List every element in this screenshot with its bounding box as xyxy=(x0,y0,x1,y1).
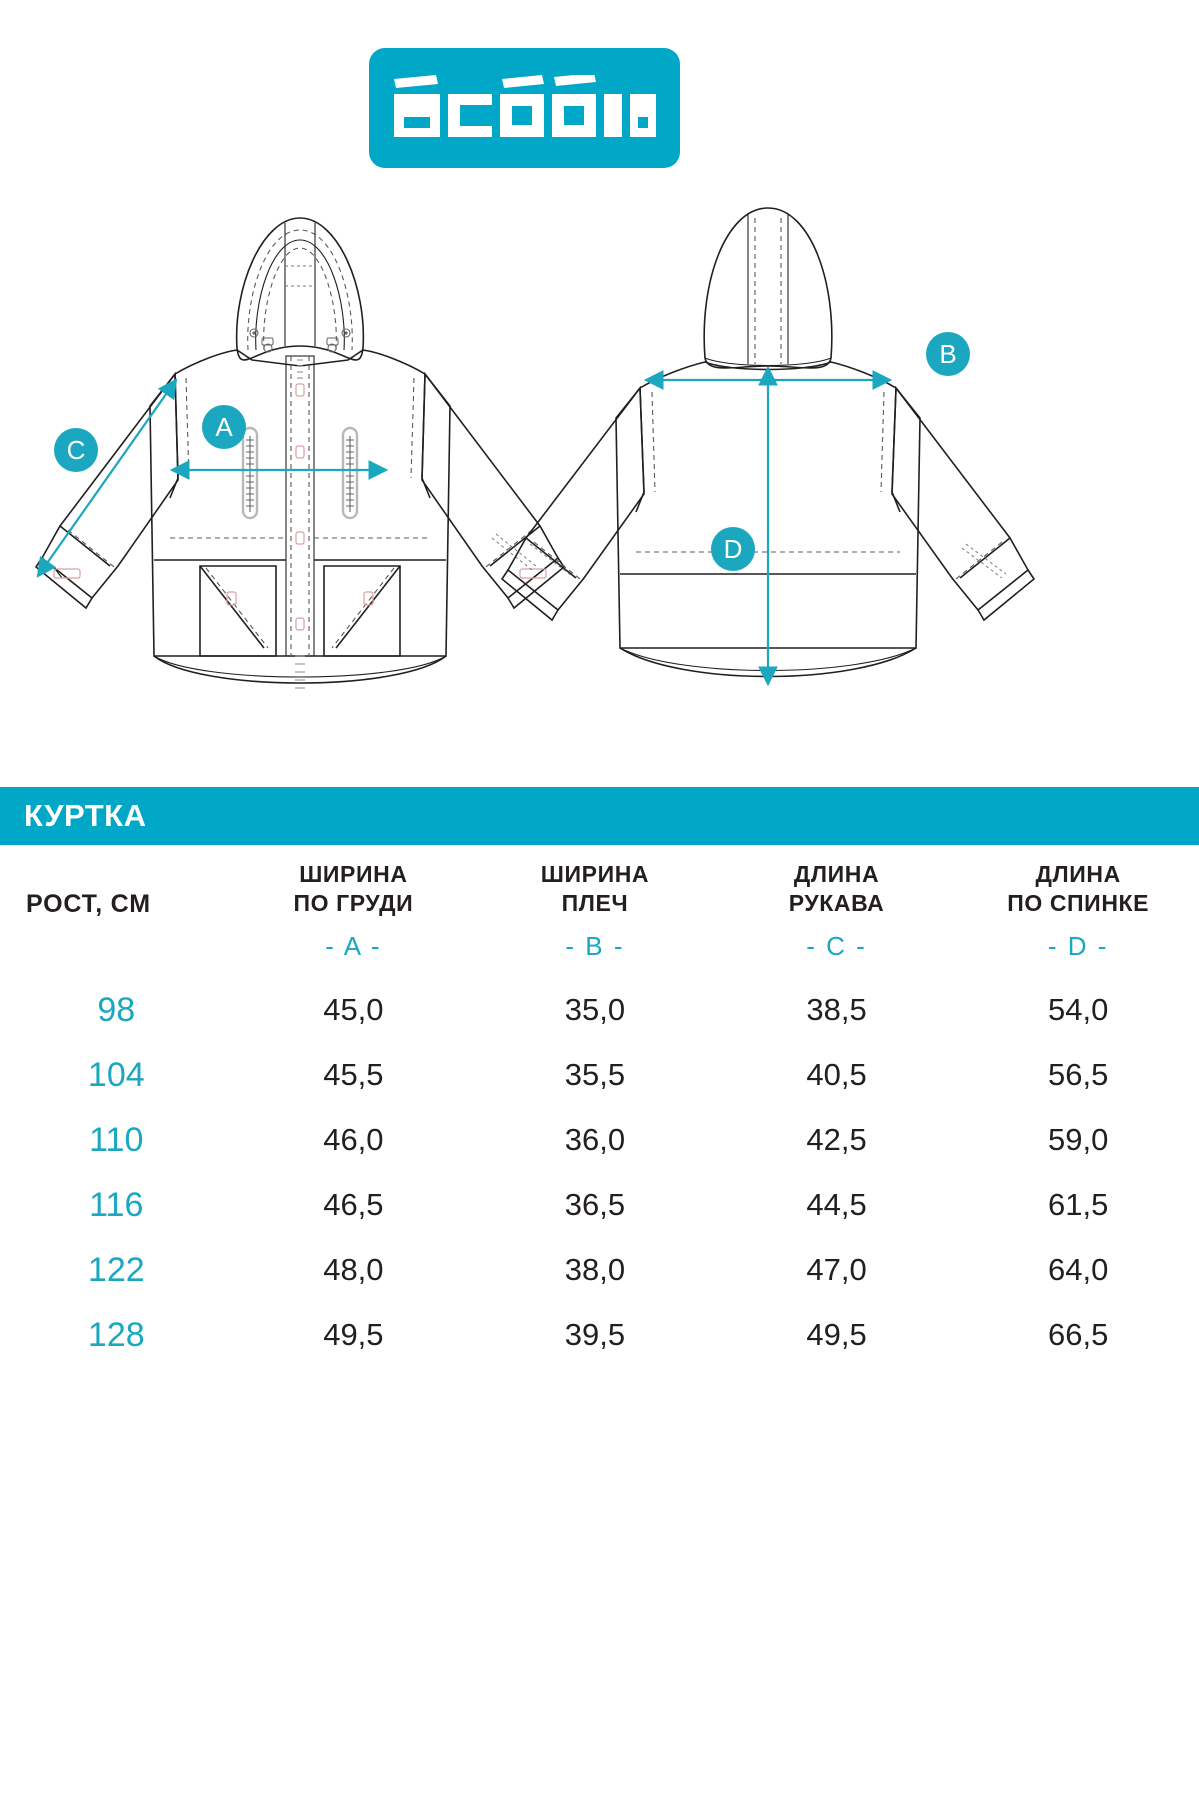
cell-size: 104 xyxy=(87,1055,145,1094)
column-header-size-label: РОСТ, СМ xyxy=(26,889,151,918)
table-body: 98 45,0 35,0 38,5 54,0 104 45,5 35,5 40,… xyxy=(0,978,1199,1368)
table-row: 98 45,0 35,0 38,5 54,0 xyxy=(0,978,1199,1043)
cell-back: 61,5 xyxy=(1048,1187,1109,1223)
technical-drawings-svg: .ln { fill:none; stroke:#231f20; stroke-… xyxy=(34,207,1036,689)
cell-sleeve: 38,5 xyxy=(806,992,867,1028)
cell-back: 66,5 xyxy=(1048,1317,1109,1353)
cell-chest: 45,0 xyxy=(323,992,384,1028)
column-header-sleeve-line1: ДЛИНА xyxy=(793,861,880,887)
svg-text:C: C xyxy=(67,435,86,465)
cell-sleeve: 47,0 xyxy=(806,1252,867,1288)
cell-back: 54,0 xyxy=(1048,992,1109,1028)
table-letter-row: - A - - B - - C - - D - xyxy=(0,923,1199,978)
letter-cell-c: - C - xyxy=(806,930,867,961)
svg-text:D: D xyxy=(724,534,743,564)
jacket-front-view: A C xyxy=(34,217,566,689)
column-header-sleeve-line2: РУКАВА xyxy=(788,890,885,917)
jacket-back-view: B D xyxy=(500,207,1036,687)
table-row: 104 45,5 35,5 40,5 56,5 xyxy=(0,1043,1199,1108)
table-row: 110 46,0 36,0 42,5 59,0 xyxy=(0,1108,1199,1173)
cell-sleeve: 40,5 xyxy=(806,1057,867,1093)
cell-size: 122 xyxy=(87,1250,145,1289)
cell-shoulder: 36,5 xyxy=(564,1187,626,1223)
cell-size: 128 xyxy=(87,1315,145,1354)
column-header-sleeve: ДЛИНА РУКАВА xyxy=(716,860,958,923)
letter-cell-d: - D - xyxy=(1047,930,1109,961)
table-row: 122 48,0 38,0 47,0 64,0 xyxy=(0,1238,1199,1303)
column-header-back-line1: ДЛИНА xyxy=(1035,861,1121,887)
table-head: РОСТ, СМ ШИРИНА ПО ГРУДИ ШИРИНА ПЛЕЧ ДЛИ… xyxy=(0,860,1199,978)
acoola-wordmark xyxy=(393,75,656,137)
cell-chest: 46,5 xyxy=(323,1187,384,1223)
cell-back: 59,0 xyxy=(1048,1122,1109,1158)
cell-size: 110 xyxy=(89,1120,144,1159)
column-header-chest-line2: ПО ГРУДИ xyxy=(293,890,414,917)
cell-shoulder: 39,5 xyxy=(564,1317,626,1353)
cell-shoulder: 35,5 xyxy=(564,1057,626,1093)
column-header-shoulder-line2: ПЛЕЧ xyxy=(561,890,629,917)
table-row: 116 46,5 36,5 44,5 61,5 xyxy=(0,1173,1199,1238)
chest-zip-right xyxy=(341,426,359,520)
column-header-chest-line1: ШИРИНА xyxy=(299,861,408,887)
column-header-shoulder: ШИРИНА ПЛЕЧ xyxy=(474,860,716,923)
cell-chest: 46,0 xyxy=(323,1122,384,1158)
cell-shoulder: 38,0 xyxy=(564,1252,626,1288)
brand-logo-badge xyxy=(369,48,680,168)
table-row: 128 49,5 39,5 49,5 66,5 xyxy=(0,1303,1199,1368)
cell-chest: 45,5 xyxy=(323,1057,384,1093)
table-header-row: РОСТ, СМ ШИРИНА ПО ГРУДИ ШИРИНА ПЛЕЧ ДЛИ… xyxy=(0,860,1199,923)
marker-c: C xyxy=(36,378,178,578)
letter-cell-empty xyxy=(0,923,233,978)
column-header-size: РОСТ, СМ xyxy=(0,860,233,923)
svg-text:A: A xyxy=(215,412,233,442)
section-title: КУРТКА xyxy=(24,798,147,833)
cell-chest: 49,5 xyxy=(323,1317,384,1353)
column-header-shoulder-line1: ШИРИНА xyxy=(540,861,650,887)
chest-zip-left xyxy=(241,426,259,520)
column-header-chest: ШИРИНА ПО ГРУДИ xyxy=(233,860,475,923)
cell-sleeve: 49,5 xyxy=(806,1317,867,1353)
cell-chest: 48,0 xyxy=(323,1252,384,1288)
marker-b: B xyxy=(643,332,970,390)
svg-text:B: B xyxy=(939,339,956,369)
size-table: РОСТ, СМ ШИРИНА ПО ГРУДИ ШИРИНА ПЛЕЧ ДЛИ… xyxy=(0,860,1199,1368)
cell-shoulder: 36,0 xyxy=(564,1122,626,1158)
section-banner: КУРТКА xyxy=(0,787,1199,845)
cell-size: 116 xyxy=(89,1185,144,1224)
letter-cell-b: - B - xyxy=(565,930,625,961)
cell-sleeve: 44,5 xyxy=(806,1187,867,1223)
cell-back: 64,0 xyxy=(1048,1252,1109,1288)
cell-size: 98 xyxy=(97,990,136,1029)
marker-d: D xyxy=(711,365,778,687)
column-header-back-line2: ПО СПИНКЕ xyxy=(1007,890,1150,917)
marker-a: A xyxy=(169,405,389,480)
cell-shoulder: 35,0 xyxy=(564,992,626,1028)
letter-cell-a: - A - xyxy=(325,930,382,961)
cell-back: 56,5 xyxy=(1048,1057,1109,1093)
cell-sleeve: 42,5 xyxy=(806,1122,867,1158)
column-header-back: ДЛИНА ПО СПИНКЕ xyxy=(957,860,1199,923)
jacket-illustrations: .ln { fill:none; stroke:#231f20; stroke-… xyxy=(0,178,1199,778)
